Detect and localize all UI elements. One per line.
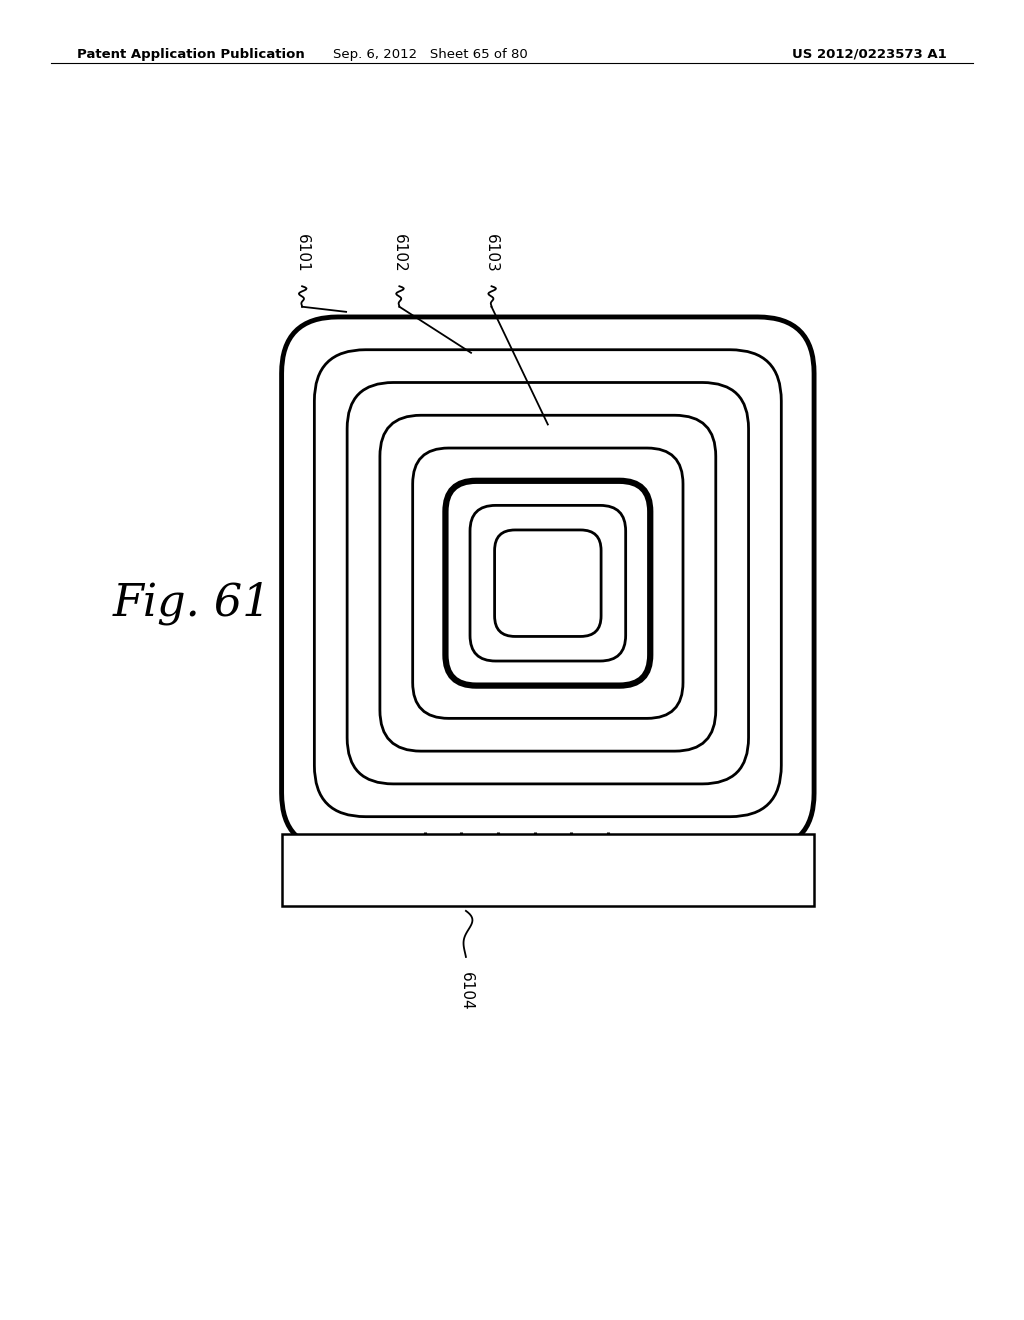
- Text: 6104: 6104: [459, 973, 473, 1011]
- Text: 6102: 6102: [392, 235, 407, 273]
- Text: Patent Application Publication: Patent Application Publication: [77, 48, 304, 61]
- Text: Sep. 6, 2012   Sheet 65 of 80: Sep. 6, 2012 Sheet 65 of 80: [333, 48, 527, 61]
- Bar: [282, 834, 814, 906]
- Text: 6103: 6103: [484, 234, 499, 273]
- Text: US 2012/0223573 A1: US 2012/0223573 A1: [793, 48, 947, 61]
- Text: 6101: 6101: [295, 235, 309, 273]
- Text: Fig. 61: Fig. 61: [113, 582, 271, 626]
